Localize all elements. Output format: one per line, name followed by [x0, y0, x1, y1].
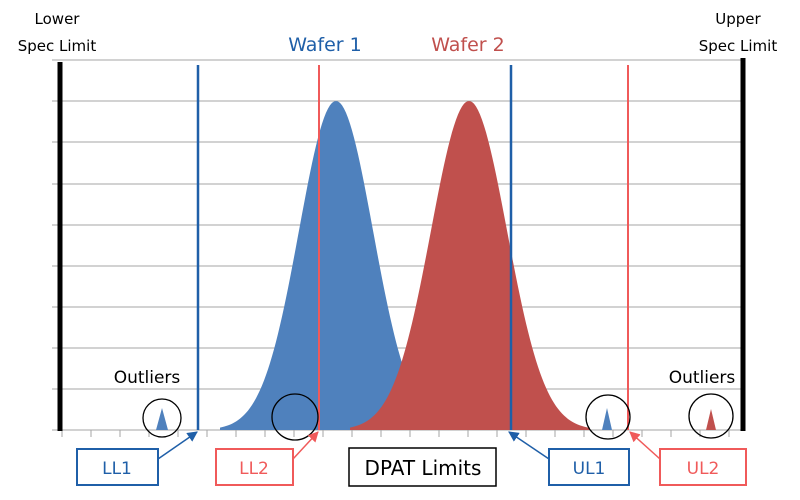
ul1-callout: UL1 [548, 448, 630, 486]
wafer1-distribution [220, 101, 460, 430]
outlier-circle-3 [585, 394, 631, 440]
ll2-callout: LL2 [215, 448, 294, 486]
upper-spec-label-line2: Spec Limit [699, 37, 778, 55]
outliers-left-label: Outliers [114, 368, 181, 388]
ul2-arrow [629, 431, 661, 460]
wafer2-label: Wafer 2 [431, 34, 505, 56]
gridlines [52, 59, 745, 390]
outliers-right-label: Outliers [669, 368, 736, 388]
lower-spec-label-line1: Lower [35, 10, 81, 28]
ll2-arrow [292, 431, 319, 460]
ul1-label: UL1 [573, 459, 606, 479]
upper-spec-label-line1: Upper [715, 10, 761, 28]
ul1-arrow [508, 431, 550, 460]
outlier-circle-4 [688, 393, 734, 439]
outlier-circle-2 [271, 393, 319, 441]
ll1-arrow [157, 431, 198, 460]
dpat-limits-label: DPAT Limits [365, 456, 482, 480]
ll1-callout: LL1 [76, 448, 159, 486]
ul2-label: UL2 [687, 459, 720, 479]
wafer1-outlier-right [602, 408, 612, 430]
wafer1-outlier-left [156, 408, 168, 430]
lower-spec-label-line2: Spec Limit [18, 37, 97, 55]
outlier-circle-1 [142, 398, 182, 438]
wafer1-label: Wafer 1 [288, 34, 362, 56]
dpat-limits-callout: DPAT Limits [348, 447, 497, 487]
ll1-label: LL1 [102, 459, 132, 479]
wafer2-distribution [350, 101, 590, 430]
ul2-callout: UL2 [659, 448, 747, 486]
wafer2-outlier-right [706, 409, 716, 430]
x-axis-ticks [61, 430, 730, 437]
ll2-label: LL2 [239, 459, 269, 479]
